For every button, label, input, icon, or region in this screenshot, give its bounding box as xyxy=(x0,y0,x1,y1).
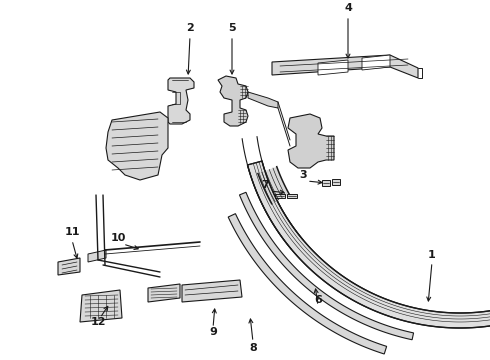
Text: 3: 3 xyxy=(299,170,307,180)
Polygon shape xyxy=(218,76,248,126)
Text: 8: 8 xyxy=(249,343,257,353)
Text: 10: 10 xyxy=(110,233,126,243)
Text: 9: 9 xyxy=(209,327,217,337)
Polygon shape xyxy=(287,194,297,198)
Text: 7: 7 xyxy=(261,180,269,190)
Text: 1: 1 xyxy=(428,250,436,260)
Text: 11: 11 xyxy=(64,227,80,237)
Polygon shape xyxy=(88,250,106,262)
Polygon shape xyxy=(240,192,414,340)
Text: 4: 4 xyxy=(344,3,352,13)
Polygon shape xyxy=(258,167,289,204)
Polygon shape xyxy=(275,194,285,198)
Polygon shape xyxy=(58,258,80,275)
Polygon shape xyxy=(362,55,390,70)
Polygon shape xyxy=(182,280,242,302)
Polygon shape xyxy=(148,284,180,302)
Text: 2: 2 xyxy=(186,23,194,33)
Polygon shape xyxy=(322,180,330,186)
Polygon shape xyxy=(318,60,348,75)
Polygon shape xyxy=(288,114,334,168)
Text: 12: 12 xyxy=(90,317,106,327)
Polygon shape xyxy=(272,55,418,78)
Polygon shape xyxy=(106,112,168,180)
Polygon shape xyxy=(332,179,340,185)
Polygon shape xyxy=(248,92,278,108)
Text: 6: 6 xyxy=(314,295,322,305)
Polygon shape xyxy=(247,161,490,328)
Text: 5: 5 xyxy=(228,23,236,33)
Polygon shape xyxy=(228,213,387,354)
Polygon shape xyxy=(80,290,122,322)
Polygon shape xyxy=(168,78,194,124)
